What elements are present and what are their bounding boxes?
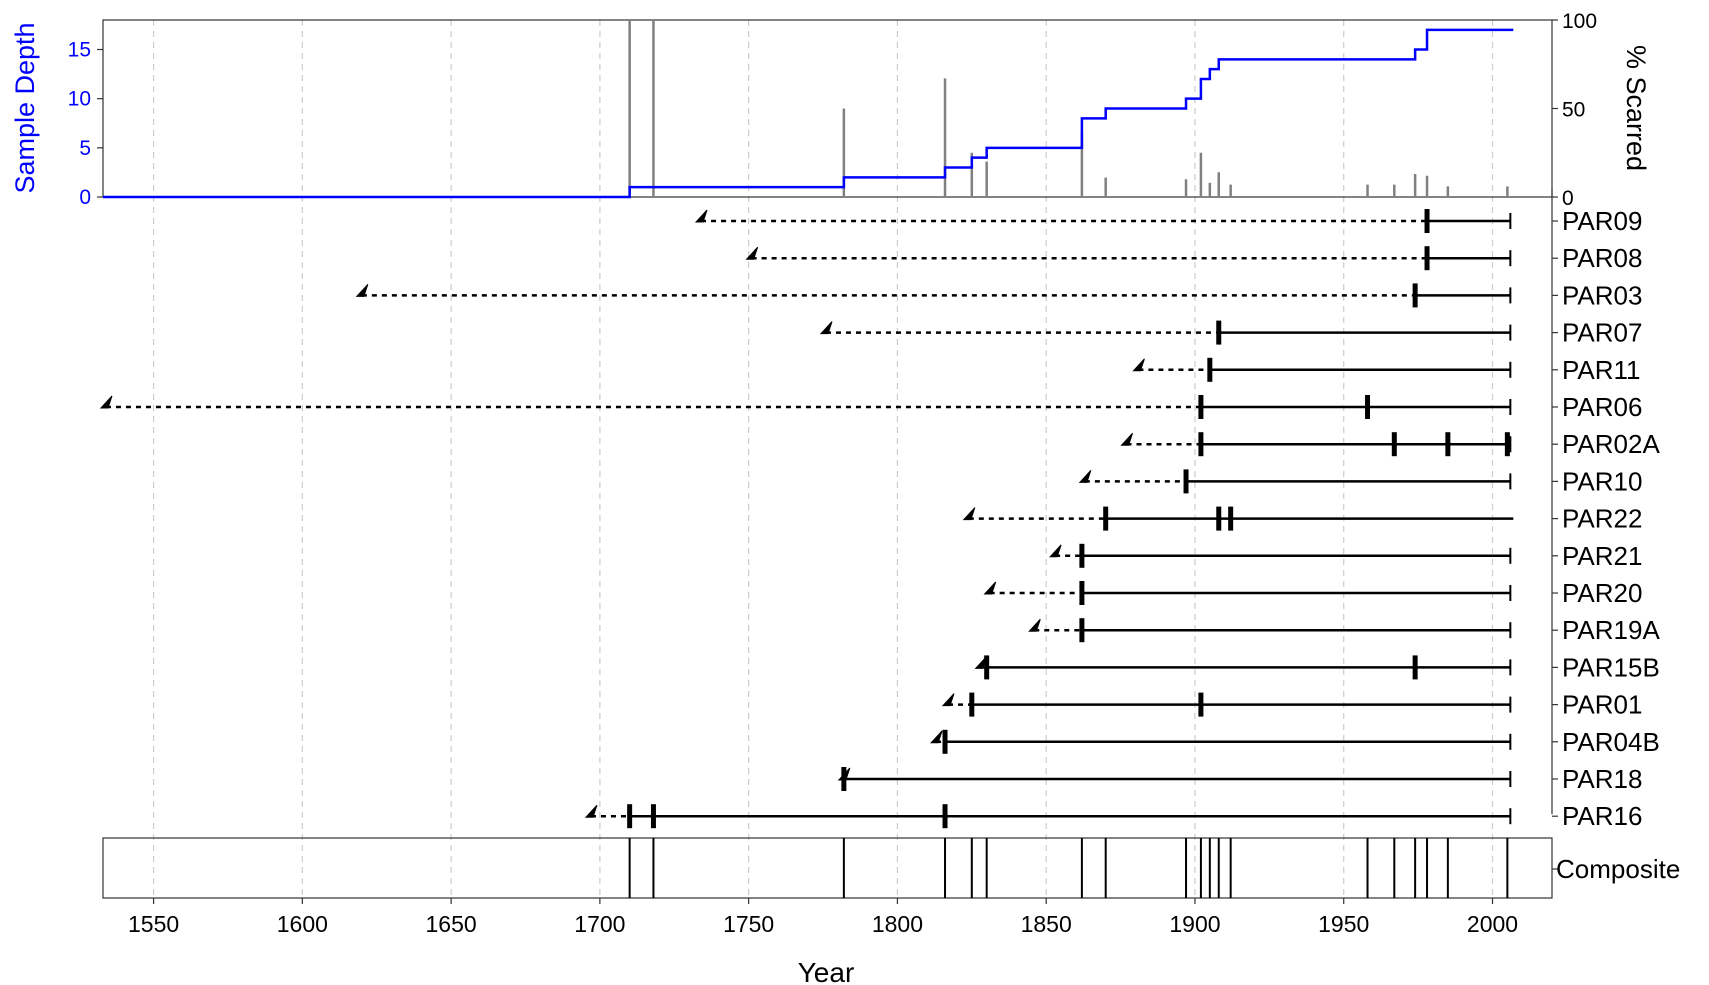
y-axis-left-label: Sample Depth xyxy=(10,22,40,193)
inner-ring-marker xyxy=(1078,470,1092,483)
series-label: PAR20 xyxy=(1562,578,1642,608)
x-axis: 1550 1600 1650 1700 1750 1800 1850 1900 1950 2000 xyxy=(128,898,1518,937)
series-label: PAR18 xyxy=(1562,764,1642,794)
grid-lines xyxy=(152,20,1494,898)
inner-ring-marker xyxy=(1120,432,1133,446)
series-label: PAR07 xyxy=(1562,318,1642,348)
series-label: PAR01 xyxy=(1562,690,1642,720)
left-axis-tick-label: 5 xyxy=(79,137,91,160)
x-axis-tick-label: 1800 xyxy=(872,911,923,937)
x-axis-tick-label: 1750 xyxy=(723,911,774,937)
series-label: PAR08 xyxy=(1562,243,1642,273)
left-axis-tick-label: 15 xyxy=(68,39,91,62)
inner-ring-marker xyxy=(1028,618,1041,632)
x-axis-tick-label: 1950 xyxy=(1318,911,1369,937)
series-label: PAR09 xyxy=(1562,206,1642,236)
x-axis-tick-label: 1700 xyxy=(574,911,625,937)
sample-depth-line xyxy=(103,28,1514,199)
composite-frame xyxy=(102,837,1553,899)
x-axis-tick-label: 1900 xyxy=(1169,911,1220,937)
inner-ring-marker xyxy=(745,246,759,260)
series-label: PAR03 xyxy=(1562,280,1642,310)
series-label: PAR11 xyxy=(1562,355,1641,385)
inner-ring-marker xyxy=(99,395,113,409)
inner-ring-marker xyxy=(819,321,833,335)
inner-ring-marker xyxy=(694,209,708,223)
series-label: PAR19A xyxy=(1562,615,1660,645)
left-axis-tick-label: 0 xyxy=(79,186,91,209)
right-axis-tick-label: 100 xyxy=(1562,10,1597,33)
x-axis-tick-label: 1600 xyxy=(277,911,328,937)
x-axis-tick-label: 1850 xyxy=(1021,911,1072,937)
composite-label: Composite xyxy=(1556,854,1680,884)
composite-panel: Composite xyxy=(102,837,1680,899)
inner-ring-marker xyxy=(355,284,369,297)
y-axis-right-label: % Scarred xyxy=(1621,45,1651,171)
left-axis-tick-label: 10 xyxy=(68,88,91,111)
inner-ring-marker xyxy=(584,804,598,818)
series-label: PAR02A xyxy=(1562,429,1660,459)
series-label: PAR16 xyxy=(1562,801,1642,831)
inner-ring-marker xyxy=(962,507,976,521)
top-panel-frame xyxy=(102,19,1553,198)
x-axis-tick-label: 1550 xyxy=(128,911,179,937)
series-label: PAR15B xyxy=(1562,652,1660,682)
x-axis-label: Year xyxy=(798,957,855,985)
inner-ring-marker xyxy=(1132,358,1145,372)
inner-ring-marker xyxy=(941,693,955,707)
series-panel: PAR09 PAR08 PAR03 PAR07 PAR11 PAR06 PAR02A PAR1… xyxy=(99,189,1660,831)
x-axis-tick-label: 2000 xyxy=(1467,911,1518,937)
inner-ring-marker xyxy=(929,730,943,744)
right-axis-tick-label: 0 xyxy=(1562,187,1574,210)
series-label: PAR04B xyxy=(1562,727,1660,757)
series-label: PAR22 xyxy=(1562,504,1642,534)
inner-ring-marker xyxy=(1048,544,1062,558)
series-label: PAR21 xyxy=(1562,541,1642,571)
x-axis-tick-label: 1650 xyxy=(426,911,477,937)
inner-ring-marker xyxy=(983,581,997,595)
sample-depth-panel: 0 5 10 15 0 50 100 xyxy=(68,10,1597,210)
right-axis-tick-label: 50 xyxy=(1562,99,1585,122)
series-label: PAR10 xyxy=(1562,466,1642,496)
series-label: PAR06 xyxy=(1562,392,1642,422)
